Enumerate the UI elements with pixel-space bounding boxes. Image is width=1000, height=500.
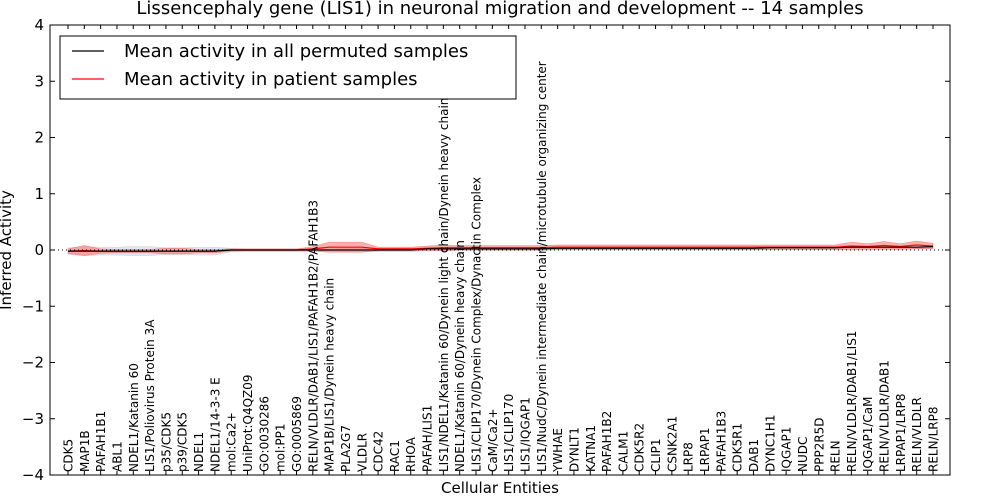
chart-title: Lissencephaly gene (LIS1) in neuronal mi…: [136, 0, 863, 19]
y-tick-label: −3: [22, 410, 44, 428]
x-tick-label: LRPAP1: [698, 427, 712, 472]
x-tick-label: UniProt:Q4QZ09: [241, 374, 255, 472]
x-tick-label: CDK5R1: [731, 423, 745, 472]
x-tick-label: NDEL1/14-3-3 E: [208, 377, 222, 472]
x-tick-label: mol:Ca2+: [225, 412, 239, 472]
x-tick-label: RELN/VLDLR: [910, 397, 924, 472]
y-tick-label: 1: [34, 185, 44, 203]
x-tick-label: NDEL1/Katanin 60: [127, 363, 141, 472]
legend-label-patient: Mean activity in patient samples: [124, 69, 418, 90]
x-tick-label: RELN/VLDLR/DAB1/LIS1/PAFAH1B2/PAFAH1B3: [306, 200, 320, 472]
x-tick-label: CDK5: [62, 439, 76, 472]
x-tick-label: MAP1B/LIS1/Dynein heavy chain: [323, 278, 337, 472]
x-tick-label: RELN/LRP8: [927, 406, 941, 472]
x-tick-label: IQGAP1: [780, 427, 794, 472]
y-tick-label: −1: [22, 297, 44, 315]
x-tick-label: ABL1: [110, 441, 124, 472]
x-tick-label: GO:0005869: [290, 396, 304, 472]
x-tick-label: NUDC: [796, 437, 810, 472]
x-tick-label: IQGAP1/CaM: [861, 397, 875, 473]
legend-label-permuted: Mean activity in all permuted samples: [124, 41, 468, 62]
x-tick-label: NDEL1/Katanin 60/Dynein heavy chain: [453, 240, 467, 472]
series-lines: [67, 244, 934, 252]
y-tick-label: −4: [22, 466, 44, 484]
x-tick-label: MAP1B: [78, 430, 92, 472]
x-tick-label: DYNLT1: [567, 427, 581, 472]
x-tick-label: LIS1/NudC/Dynein intermediate chain/micr…: [535, 61, 549, 472]
x-tick-label: PAFAH1B2: [600, 411, 614, 472]
y-tick-label: 4: [34, 16, 44, 34]
x-axis-label: Cellular Entities: [441, 479, 559, 497]
x-tick-label: RHOA: [404, 436, 418, 472]
x-tick-label: GO:0030286: [257, 396, 271, 472]
x-tick-label: VLDLR: [355, 433, 369, 472]
legend: Mean activity in all permuted samples Me…: [59, 35, 517, 100]
x-tick-label: CDK5R2: [633, 423, 647, 472]
x-tick-label: RELN: [829, 440, 843, 472]
x-tick-label: CLIP1: [649, 439, 663, 472]
x-tick-label: PPP2R5D: [812, 417, 826, 472]
x-tick-label: LIS1/CLIP170: [502, 394, 516, 472]
x-axis: CDK5 MAP1B PAFAH1B1 ABL1 NDEL1/Katanin 60 LIS…: [62, 25, 941, 475]
x-tick-label: CALM1: [616, 431, 630, 472]
x-tick-label: PLA2G7: [339, 425, 353, 472]
x-tick-label: LRP8: [682, 442, 696, 472]
x-tick-label: LIS1/IQGAP1: [518, 397, 532, 472]
x-tick-label: LIS1/Poliovirus Protein 3A: [143, 319, 157, 472]
x-tick-label: p39/CDK5: [176, 412, 190, 472]
x-tick-label: YWHAE: [551, 428, 565, 473]
x-tick-label: RELN/VLDLR/DAB1: [878, 360, 892, 472]
x-tick-label: DAB1: [747, 439, 761, 472]
x-tick-label: RELN/VLDLR/DAB1/LIS1: [845, 331, 859, 472]
x-tick-label: LRPAP1/LRP8: [894, 393, 908, 472]
y-tick-label: 3: [34, 72, 44, 90]
x-tick-label: LIS1/CLIP170/Dynein Complex/Dynactin Com…: [470, 177, 484, 472]
y-tick-label: 0: [34, 241, 44, 259]
x-tick-label: CaM/Ca2+: [486, 408, 500, 472]
x-tick-label: KATNA1: [584, 425, 598, 472]
x-tick-label: mol:PP1: [274, 423, 288, 472]
x-tick-label: PAFAH/LIS1: [421, 405, 435, 472]
x-tick-label: CSNK2A1: [665, 416, 679, 472]
x-tick-label: DYNC1H1: [763, 414, 777, 472]
x-tick-label: p35/CDK5: [159, 412, 173, 472]
x-tick-label: LIS1/NDEL1/Katanin 60/Dynein light chain…: [437, 98, 451, 472]
series-line-permuted: [68, 246, 934, 252]
x-tick-label: CDC42: [372, 431, 386, 472]
legend-box: [59, 35, 517, 100]
x-tick-label: NDEL1: [192, 432, 206, 472]
x-tick-label: PAFAH1B1: [94, 411, 108, 472]
x-tick-label: RAC1: [388, 440, 402, 472]
y-tick-label: −2: [22, 354, 44, 372]
y-axis: −4 −3 −2 −1 0 1 2 3 4: [22, 16, 950, 484]
x-tick-label: PAFAH1B3: [714, 411, 728, 472]
y-axis-label: Inferred Activity: [0, 190, 15, 310]
y-tick-label: 2: [34, 129, 44, 147]
